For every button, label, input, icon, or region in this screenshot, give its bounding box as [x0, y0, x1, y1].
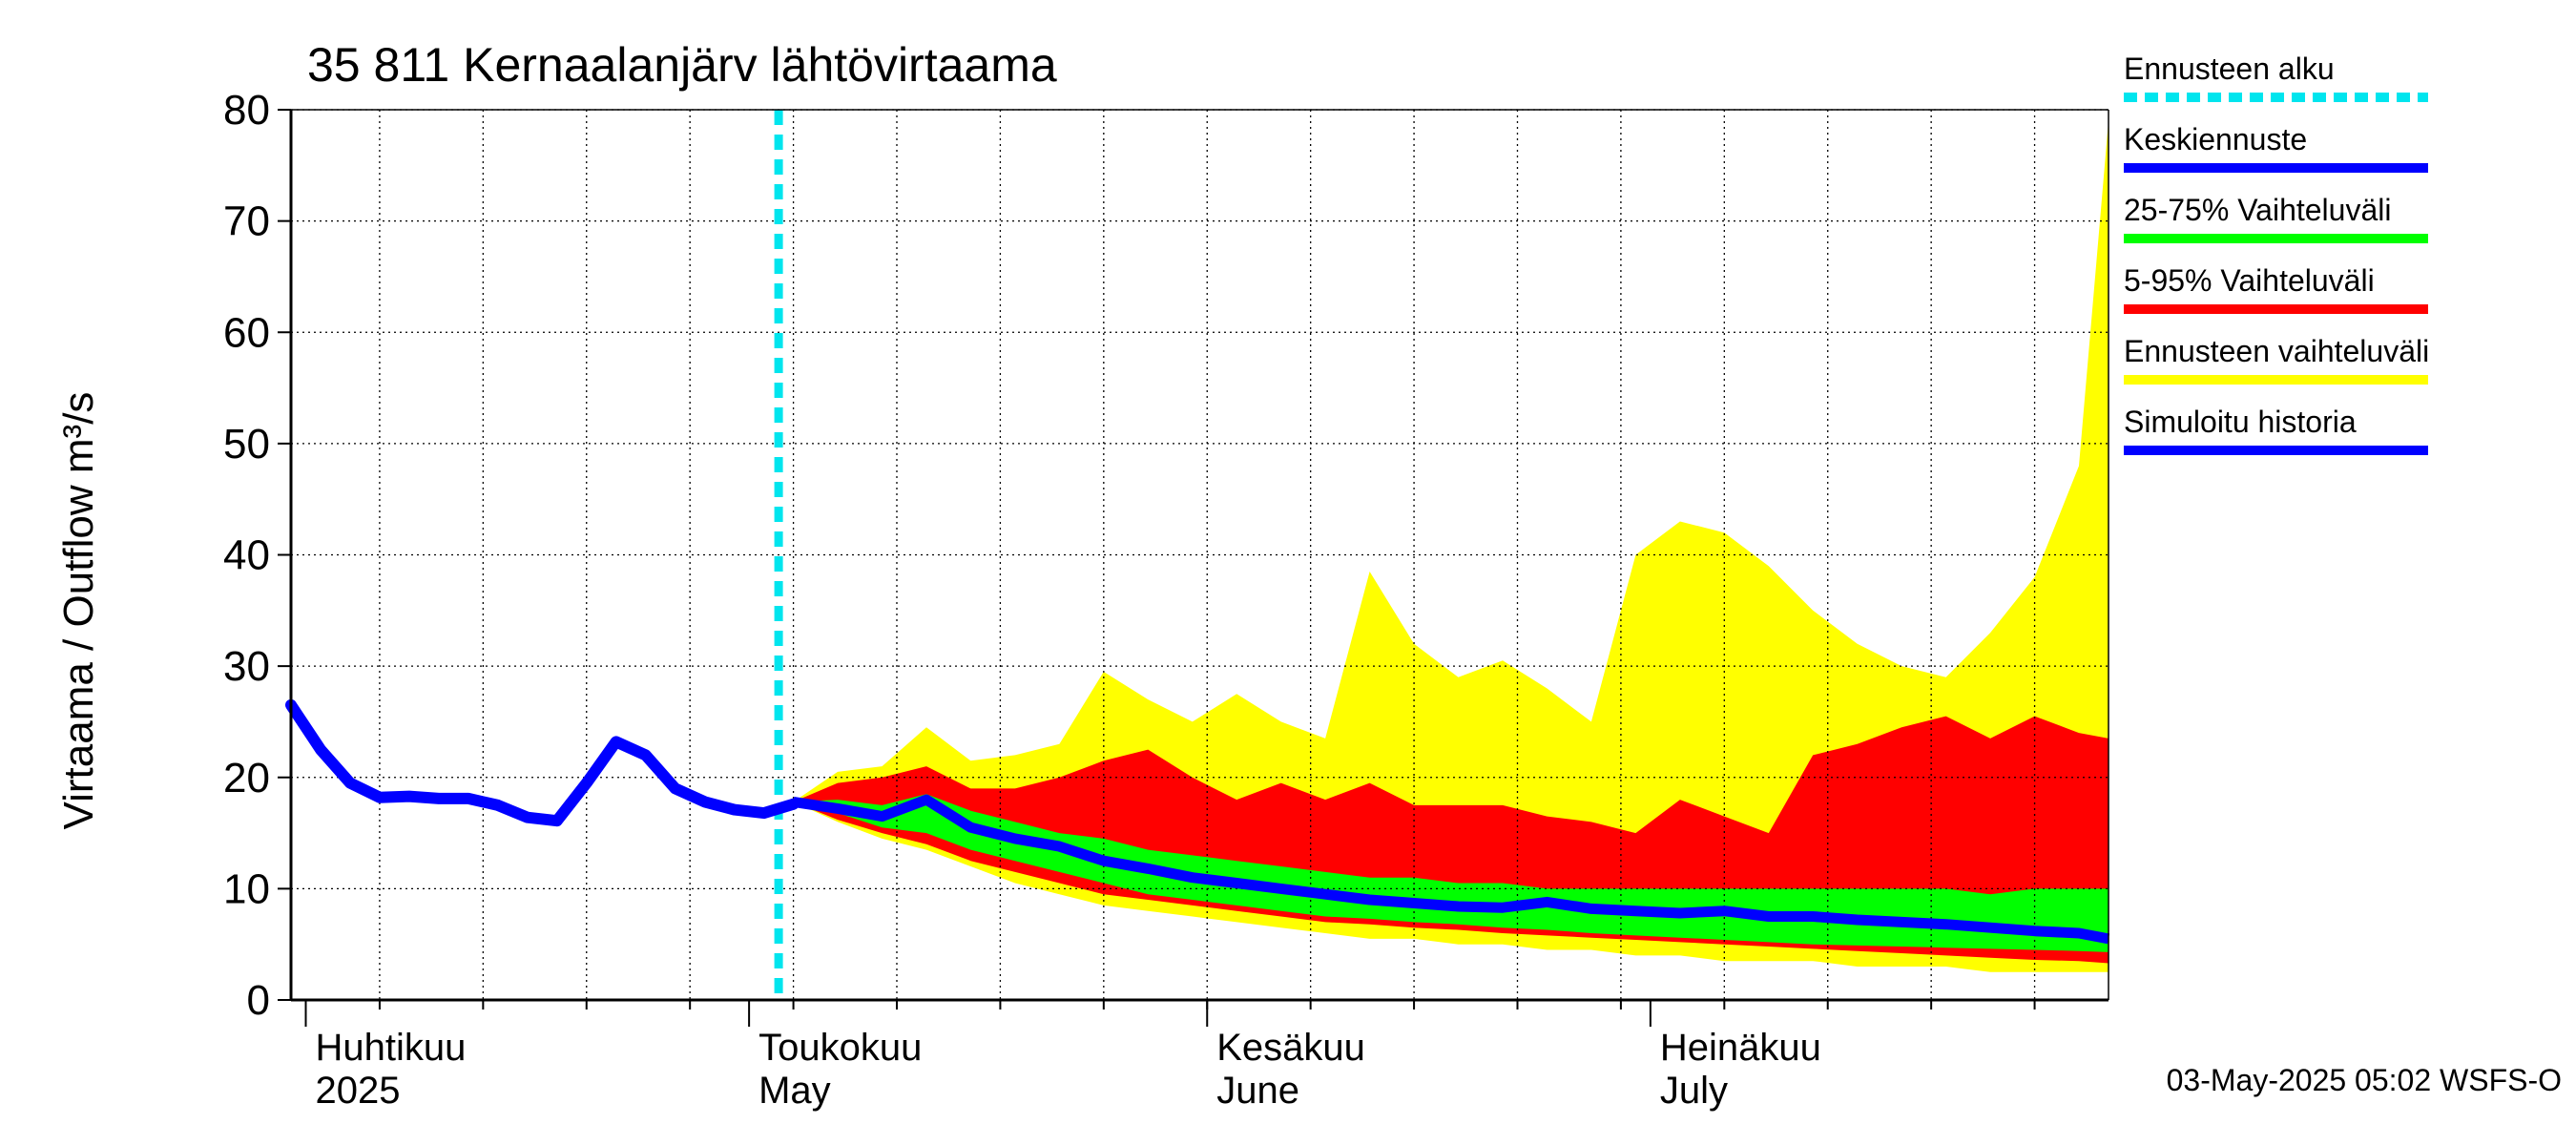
chart-title: 35 811 Kernaalanjärv lähtövirtaama [307, 38, 1057, 92]
series-lines [285, 110, 2110, 1000]
legend-label: 25-75% Vaihteluväli [2124, 193, 2391, 227]
y-tick-label: 70 [223, 198, 270, 245]
month-sublabel: May [758, 1070, 831, 1112]
y-tick-label: 60 [223, 309, 270, 356]
legend: Ennusteen alku Keskiennuste 25-75% Vaihtel… [2124, 52, 2429, 455]
footer-timestamp: 03-May-2025 05:02 WSFS-O [2167, 1063, 2562, 1097]
y-tick-label: 30 [223, 643, 270, 690]
y-tick-label: 40 [223, 532, 270, 579]
y-tick-label: 50 [223, 421, 270, 468]
history-line [285, 698, 800, 827]
legend-label: Keskiennuste [2124, 122, 2307, 156]
month-label: Heinäkuu [1660, 1027, 1821, 1069]
legend-label: Ennusteen vaihteluväli [2124, 334, 2429, 368]
month-label: Kesäkuu [1216, 1027, 1365, 1069]
y-tick-label: 80 [223, 87, 270, 134]
y-tick-label: 10 [223, 865, 270, 912]
y-tick-label: 0 [247, 977, 270, 1024]
month-sublabel: June [1216, 1070, 1299, 1112]
month-sublabel: July [1660, 1070, 1728, 1112]
legend-label: Ennusteen alku [2124, 52, 2335, 86]
month-label: Toukokuu [758, 1027, 922, 1069]
legend-label: 5-95% Vaihteluväli [2124, 263, 2375, 298]
y-tick-label: 20 [223, 755, 270, 802]
median-forecast-line [792, 794, 2110, 945]
y-axis-title: Virtaama / Outflow m³/s [55, 392, 102, 830]
legend-label: Simuloitu historia [2124, 405, 2357, 439]
month-sublabel: 2025 [315, 1070, 400, 1112]
month-label: Huhtikuu [315, 1027, 466, 1069]
